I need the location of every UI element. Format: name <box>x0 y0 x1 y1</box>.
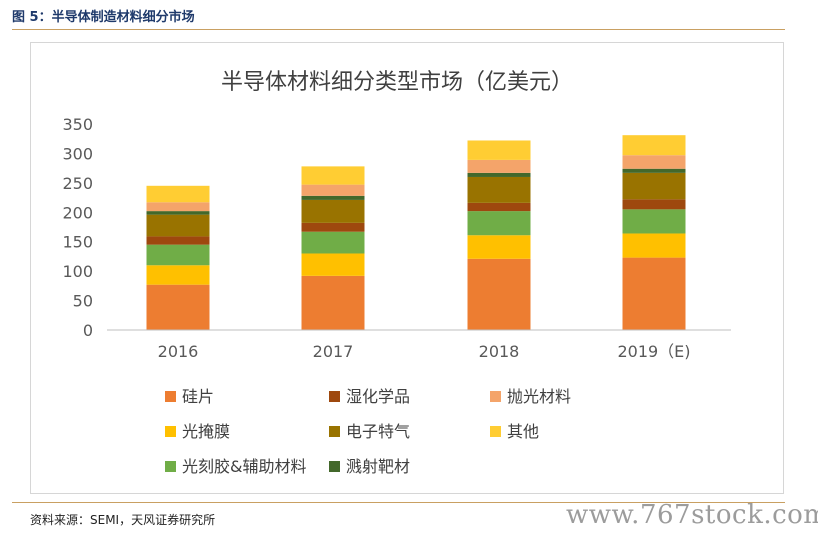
bar-segment <box>622 172 686 200</box>
legend-swatch <box>490 391 501 402</box>
chart-frame: 半导体材料细分类型市场（亿美元） 0 50 100 150 200 250 300 350 2… <box>30 42 784 494</box>
bar-segment <box>301 166 365 185</box>
y-tick-label: 200 <box>62 203 93 222</box>
bar-segment <box>622 135 686 156</box>
legend-label: 溅射靶材 <box>346 457 410 476</box>
bar-segment <box>146 185 210 203</box>
bar-segment <box>622 168 686 173</box>
y-tick-label: 50 <box>73 292 93 311</box>
chart-title: 半导体材料细分类型市场（亿美元） <box>221 70 573 95</box>
bar-segment <box>301 199 365 223</box>
legend-label: 其他 <box>507 422 539 441</box>
legend-label: 光掩膜 <box>182 422 230 441</box>
x-tick-label: 2019（E) <box>617 342 690 361</box>
legend-swatch <box>329 461 340 472</box>
y-tick-label: 250 <box>62 174 93 193</box>
legend-label: 光刻胶&辅助材料 <box>182 457 306 476</box>
legend-label: 硅片 <box>182 387 214 406</box>
bar-segment <box>301 253 365 276</box>
x-tick-label: 2016 <box>158 342 199 361</box>
legend-swatch <box>165 391 176 402</box>
legend-label: 抛光材料 <box>507 387 571 406</box>
bar-segment <box>467 140 531 160</box>
bar-segment <box>467 235 531 259</box>
top-divider <box>12 29 785 30</box>
bar-segment <box>301 231 365 254</box>
bar-segment <box>146 236 210 245</box>
bar-segment <box>146 214 210 237</box>
bar-segment <box>301 195 365 200</box>
bottom-divider <box>12 502 785 503</box>
legend-label: 电子特气 <box>346 422 410 441</box>
watermark: www.767stock.com <box>566 500 818 530</box>
bar-segment <box>622 155 686 169</box>
bar-segment <box>146 211 210 215</box>
source-note: 资料来源：SEMI，天风证券研究所 <box>30 513 216 527</box>
bar-segment <box>622 257 686 330</box>
bar-segment <box>467 202 531 212</box>
legend-swatch <box>329 391 340 402</box>
legend-label: 湿化学品 <box>346 387 410 406</box>
bar-segment <box>622 209 686 234</box>
y-axis: 0 50 100 150 200 250 300 350 <box>62 115 93 340</box>
stacked-bar-chart: 半导体材料细分类型市场（亿美元） 0 50 100 150 200 250 300 350 2… <box>62 70 731 476</box>
bar-segment <box>146 284 210 330</box>
y-tick-label: 0 <box>83 321 93 340</box>
y-tick-label: 300 <box>62 144 93 163</box>
bar-segment <box>146 202 210 212</box>
x-tick-label: 2017 <box>313 342 354 361</box>
bar-segment <box>467 258 531 330</box>
x-axis: 2016 2017 2018 2019（E) <box>158 342 691 361</box>
y-tick-label: 100 <box>62 262 93 281</box>
bar-segment <box>467 159 531 173</box>
bars-group <box>146 135 686 330</box>
bar-segment <box>622 199 686 210</box>
legend-swatch <box>165 426 176 437</box>
bar-segment <box>301 184 365 196</box>
bar-segment <box>467 176 531 203</box>
bar-segment <box>301 222 365 232</box>
bar-segment <box>467 172 531 177</box>
bar-segment <box>301 275 365 330</box>
bar-segment <box>467 211 531 236</box>
figure-title: 图 5：半导体制造材料细分市场 <box>12 10 195 25</box>
bar-segment <box>146 265 210 285</box>
bar-segment <box>146 244 210 266</box>
bar-segment <box>622 233 686 258</box>
legend-swatch <box>490 426 501 437</box>
legend-swatch <box>329 426 340 437</box>
y-tick-label: 150 <box>62 233 93 252</box>
x-tick-label: 2018 <box>479 342 520 361</box>
legend-swatch <box>165 461 176 472</box>
y-tick-label: 350 <box>62 115 93 134</box>
